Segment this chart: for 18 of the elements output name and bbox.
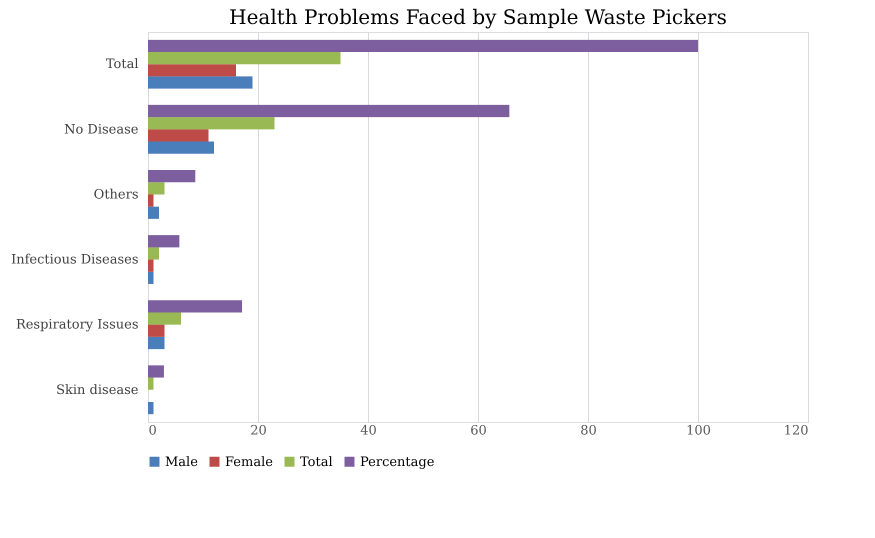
legend-label: Male [165,454,198,470]
legend-label: Total [300,454,333,470]
x-tick-label: 20 [250,424,267,438]
y-tick-label: Respiratory Issues [16,318,138,333]
x-tick-label: 60 [470,424,487,438]
x-tick-label: 100 [686,424,711,438]
legend-label: Percentage [360,454,435,470]
legend-label: Female [225,454,274,470]
y-tick-label: Total [106,57,138,72]
x-tick-label: 80 [580,424,597,438]
y-tick-label: No Disease [64,122,139,138]
x-tick-label: 40 [360,424,377,438]
x-tick-label: 0 [148,424,157,438]
chart-title: Health Problems Faced by Sample Waste Pickers [229,5,727,29]
y-tick-label: Skin disease [56,382,139,398]
y-tick-label: Infectious Diseases [11,252,138,268]
x-tick-label: 120 [784,424,808,438]
y-tick-label: Others [94,187,138,202]
